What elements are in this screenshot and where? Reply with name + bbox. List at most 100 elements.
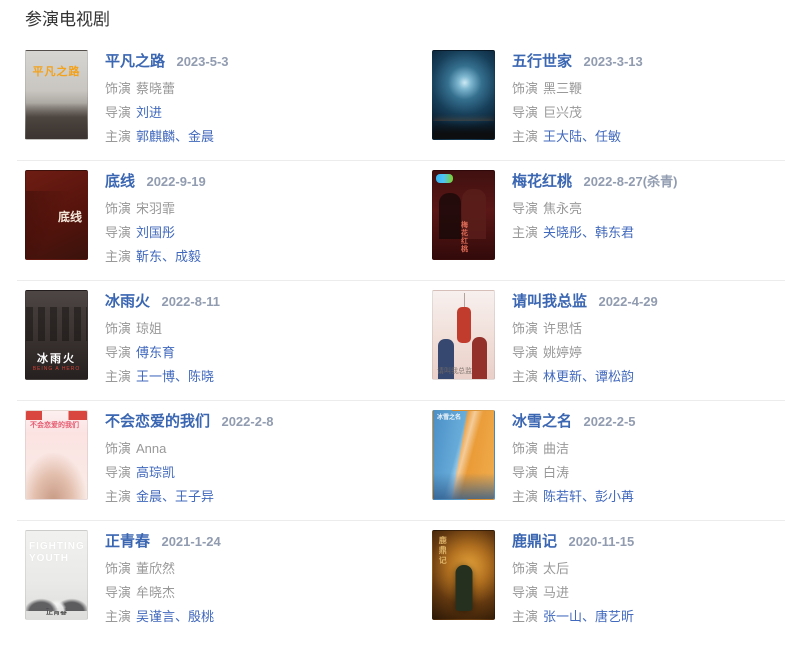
cast-link[interactable]: 陈若轩 — [543, 489, 583, 504]
cast-link[interactable]: 王一博 — [136, 369, 176, 384]
drama-info: 底线 2022-9-19 饰演 宋羽霏 导演 刘国彤 主演 靳东、成毅 — [105, 170, 206, 290]
role-line: 饰演 许思恬 — [512, 317, 658, 341]
cast-link[interactable]: 唐艺昕 — [595, 609, 635, 624]
cast-separator: 、 — [582, 369, 596, 384]
director-label: 导演 — [512, 345, 539, 360]
director-line: 导演 刘进 — [105, 101, 229, 125]
poster-title-text: 不会恋爱的我们 — [30, 422, 79, 429]
cast-link[interactable]: 靳东 — [136, 249, 163, 264]
role-name: 曲洁 — [543, 441, 570, 456]
cast-separator: 、 — [162, 249, 176, 264]
drama-row: FIGHTING YOUTH 正青春 正青春 2021-1-24 饰演 董欣然 导… — [17, 520, 785, 650]
drama-title-link[interactable]: 底线 — [105, 173, 136, 190]
cast-link[interactable]: 郭麒麟 — [136, 129, 176, 144]
drama-info: 平凡之路 2023-5-3 饰演 蔡晓蕾 导演 刘进 主演 郭麒麟、金晨 — [105, 50, 229, 170]
cast-link[interactable]: 吴谨言 — [136, 609, 176, 624]
drama-row: 平凡之路 平凡之路 2023-5-3 饰演 蔡晓蕾 导演 刘进 主演 郭麒麟、金晨 — [25, 50, 785, 170]
cast-link[interactable]: 金晨 — [136, 489, 163, 504]
cast-separator: 、 — [175, 609, 189, 624]
drama-title-link[interactable]: 鹿鼎记 — [512, 533, 558, 550]
director-name: 马进 — [543, 585, 570, 600]
drama-date: 2022-8-27(杀青) — [583, 174, 678, 189]
director-label: 导演 — [512, 465, 539, 480]
director-line: 导演 焦永亮 — [512, 197, 677, 221]
cast-separator: 、 — [582, 489, 596, 504]
drama-date: 2022-9-19 — [146, 174, 206, 189]
cast-link[interactable]: 关晓彤 — [543, 225, 583, 240]
drama-title-link[interactable]: 冰雨火 — [105, 293, 151, 310]
cast-label: 主演 — [105, 609, 132, 624]
drama-poster[interactable]: 不会恋爱的我们 — [25, 410, 88, 500]
drama-date: 2022-4-29 — [598, 294, 658, 309]
director-line: 导演 马进 — [512, 581, 634, 605]
drama-poster[interactable]: 冰雪之名 — [432, 410, 495, 500]
director-line: 导演 姚婷婷 — [512, 341, 658, 365]
drama-title-link[interactable]: 梅花红桃 — [512, 173, 573, 190]
drama-card: 鹿鼎记 鹿鼎记 2020-11-15 饰演 太后 导演 马进 主演 张一山、唐艺昕 — [432, 530, 785, 650]
director-line: 导演 傅东育 — [105, 341, 220, 365]
drama-poster[interactable] — [432, 50, 495, 140]
drama-title-link[interactable]: 平凡之路 — [105, 53, 166, 70]
drama-title-link[interactable]: 五行世家 — [512, 53, 573, 70]
poster-title-text: 梅花红桃 — [460, 221, 468, 253]
drama-title-link[interactable]: 冰雪之名 — [512, 413, 573, 430]
drama-title-link[interactable]: 不会恋爱的我们 — [105, 413, 211, 430]
drama-poster[interactable]: 请叫我总监 — [432, 290, 495, 380]
drama-poster[interactable]: 冰雨火 BEING A HERO — [25, 290, 88, 380]
role-label: 饰演 — [105, 321, 132, 336]
cast-link[interactable]: 金晨 — [188, 129, 215, 144]
cast-link[interactable]: 韩东君 — [595, 225, 635, 240]
director-name[interactable]: 傅东育 — [136, 345, 176, 360]
drama-poster[interactable]: 底线 — [25, 170, 88, 260]
poster-title-text: 平凡之路 — [32, 66, 81, 78]
cast-link[interactable]: 王大陆 — [543, 129, 583, 144]
role-label: 饰演 — [105, 561, 132, 576]
drama-info: 梅花红桃 2022-8-27(杀青) 导演 焦永亮 主演 关晓彤、韩东君 — [512, 170, 677, 290]
drama-title-link[interactable]: 请叫我总监 — [512, 293, 588, 310]
director-name[interactable]: 刘进 — [136, 105, 163, 120]
cast-label: 主演 — [512, 489, 539, 504]
cast-line: 主演 靳东、成毅 — [105, 245, 206, 269]
drama-info: 不会恋爱的我们 2022-2-8 饰演 Anna 导演 高琮凯 主演 金晨、王子异 — [105, 410, 274, 530]
role-name: 董欣然 — [136, 561, 176, 576]
drama-info: 五行世家 2023-3-13 饰演 黑三鞭 导演 巨兴茂 主演 王大陆、任敏 — [512, 50, 643, 170]
cast-link[interactable]: 王子异 — [175, 489, 215, 504]
drama-card: FIGHTING YOUTH 正青春 正青春 2021-1-24 饰演 董欣然 导… — [25, 530, 432, 650]
role-line: 饰演 Anna — [105, 437, 274, 461]
drama-date: 2021-1-24 — [161, 534, 221, 549]
role-name: 宋羽霏 — [136, 201, 176, 216]
cast-separator: 、 — [582, 609, 596, 624]
role-line: 饰演 曲洁 — [512, 437, 636, 461]
director-name[interactable]: 刘国彤 — [136, 225, 176, 240]
drama-poster[interactable]: 鹿鼎记 — [432, 530, 495, 620]
drama-poster[interactable]: 梅花红桃 — [432, 170, 495, 260]
drama-date: 2023-5-3 — [176, 54, 229, 69]
drama-date: 2020-11-15 — [568, 534, 635, 549]
drama-poster[interactable]: FIGHTING YOUTH 正青春 — [25, 530, 88, 620]
cast-link[interactable]: 彭小苒 — [595, 489, 635, 504]
cast-link[interactable]: 殷桃 — [188, 609, 215, 624]
director-label: 导演 — [512, 105, 539, 120]
role-label: 饰演 — [512, 441, 539, 456]
drama-row: 冰雨火 BEING A HERO 冰雨火 2022-8-11 饰演 琼姐 导演 傅东… — [17, 280, 785, 410]
director-name[interactable]: 高琮凯 — [136, 465, 176, 480]
drama-title-link[interactable]: 正青春 — [105, 533, 151, 550]
cast-link[interactable]: 陈晓 — [188, 369, 215, 384]
cast-link[interactable]: 张一山 — [543, 609, 583, 624]
cast-link[interactable]: 任敏 — [595, 129, 622, 144]
drama-row: 不会恋爱的我们 不会恋爱的我们 2022-2-8 饰演 Anna 导演 高琮凯 主演… — [17, 400, 785, 530]
cast-separator: 、 — [162, 489, 176, 504]
director-label: 导演 — [105, 465, 132, 480]
cast-link[interactable]: 林更新 — [543, 369, 583, 384]
cast-line: 主演 王大陆、任敏 — [512, 125, 643, 149]
drama-date: 2022-2-5 — [583, 414, 636, 429]
drama-poster[interactable]: 平凡之路 — [25, 50, 88, 140]
cast-link[interactable]: 谭松韵 — [595, 369, 635, 384]
role-name: 琼姐 — [136, 321, 163, 336]
cast-link[interactable]: 成毅 — [175, 249, 202, 264]
video-platform-logo-icon — [436, 174, 453, 183]
cast-line: 主演 陈若轩、彭小苒 — [512, 485, 636, 509]
director-line: 导演 巨兴茂 — [512, 101, 643, 125]
poster-title-text: 请叫我总监 — [437, 367, 472, 375]
poster-title-text: 底线 — [57, 210, 82, 224]
